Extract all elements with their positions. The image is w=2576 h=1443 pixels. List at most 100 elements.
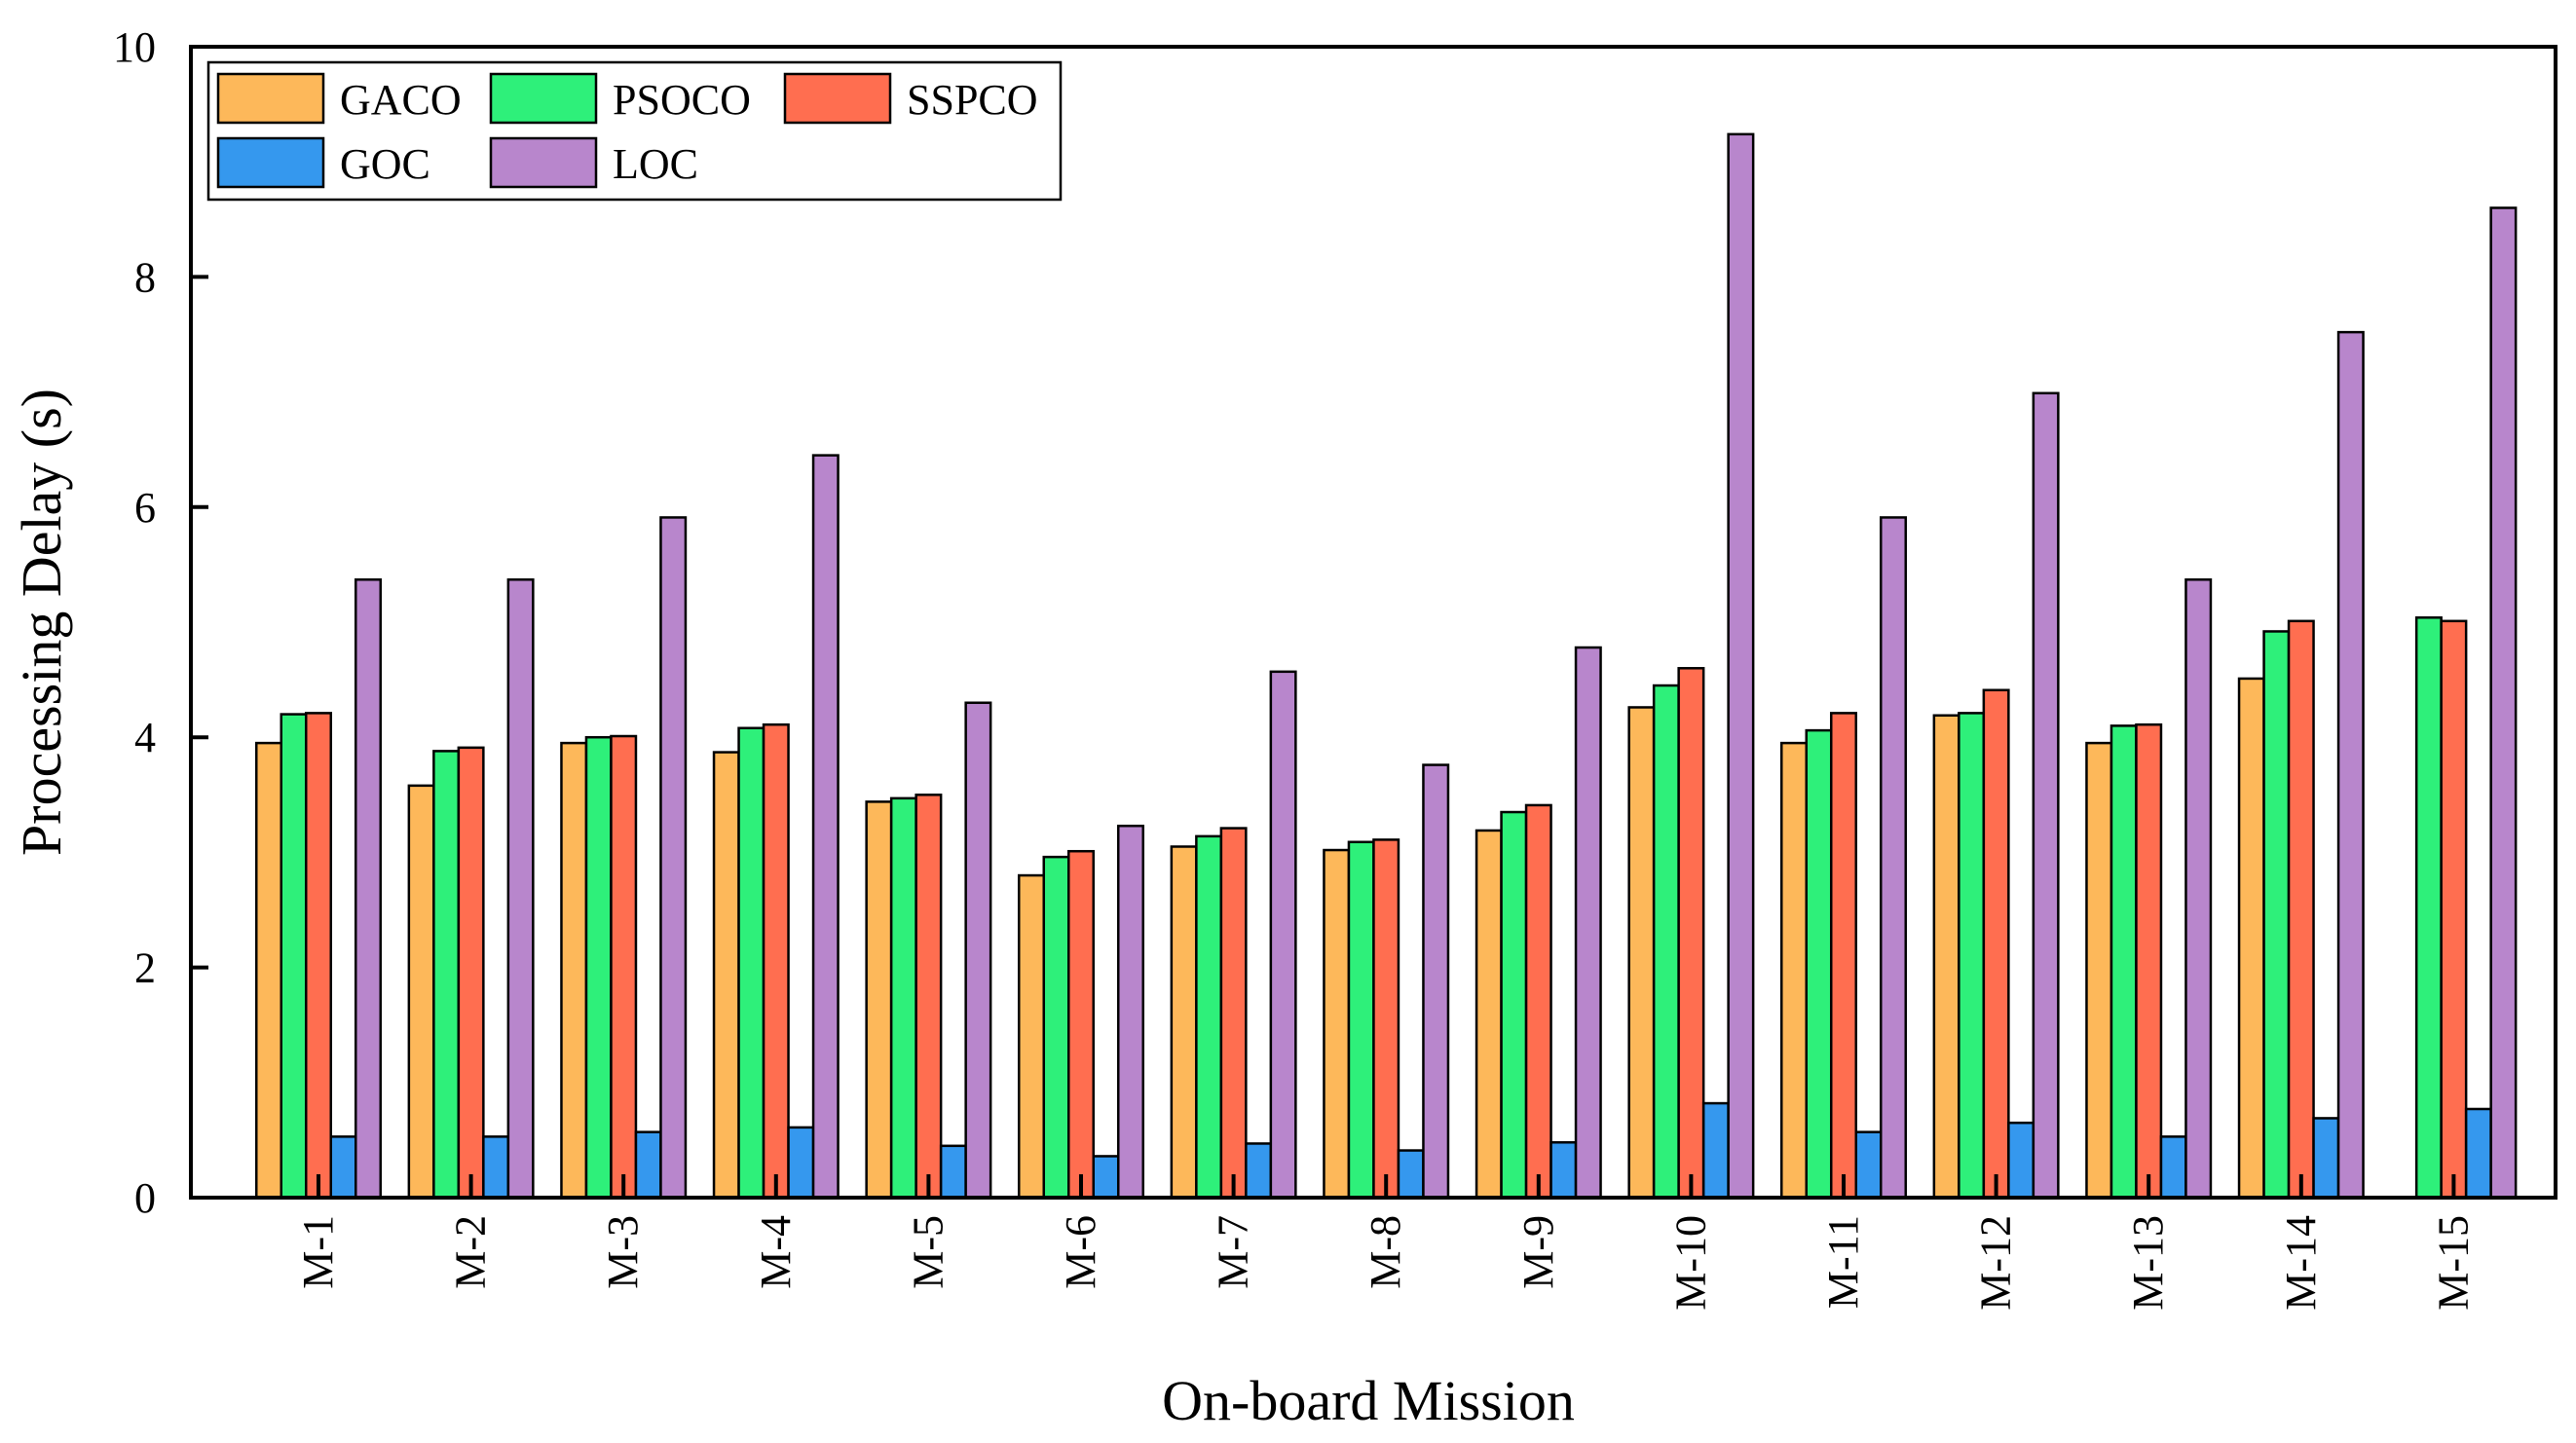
legend-swatch-loc (489, 136, 598, 189)
bar-psoco-m-2 (432, 750, 461, 1200)
bar-psoco-m-11 (1805, 728, 1833, 1200)
bar-sspco-m-8 (1372, 838, 1400, 1200)
bar-gaco-m-9 (1475, 829, 1503, 1200)
legend-swatch-psoco (489, 72, 598, 125)
bar-goc-m-8 (1397, 1149, 1425, 1200)
bar-gaco-m-2 (407, 784, 435, 1200)
y-tick-label-2: 2 (134, 944, 156, 992)
bar-loc-m-13 (2184, 578, 2213, 1200)
bar-gaco-m-10 (1627, 706, 1656, 1200)
x-tick-label-m-12: M-12 (1972, 1215, 2020, 1311)
y-tick-label-0: 0 (134, 1174, 156, 1222)
bar-sspco-m-1 (305, 712, 332, 1200)
bar-sspco-m-4 (762, 722, 790, 1200)
x-tick-label-m-7: M-7 (1210, 1215, 1257, 1289)
x-tick-label-m-1: M-1 (294, 1215, 342, 1289)
x-tick-label-m-15: M-15 (2429, 1215, 2477, 1311)
x-tick-label-m-13: M-13 (2124, 1215, 2172, 1311)
bar-goc-m-1 (329, 1135, 357, 1200)
bar-sspco-m-5 (915, 794, 943, 1200)
bar-sspco-m-14 (2287, 619, 2315, 1200)
bar-loc-m-4 (811, 454, 840, 1200)
bar-loc-m-14 (2336, 330, 2365, 1200)
bar-sspco-m-12 (1982, 688, 2010, 1200)
bar-loc-m-15 (2489, 206, 2518, 1200)
y-tick-label-10: 10 (113, 23, 156, 71)
bar-goc-m-3 (634, 1130, 662, 1200)
y-axis-title: Processing Delay (s) (10, 388, 73, 856)
bar-goc-m-12 (2007, 1121, 2035, 1200)
bar-psoco-m-13 (2109, 724, 2138, 1200)
bar-loc-m-2 (506, 578, 535, 1200)
bar-gaco-m-5 (865, 800, 893, 1200)
bar-sspco-m-11 (1830, 712, 1857, 1200)
bar-gaco-m-14 (2237, 677, 2265, 1200)
y-tick-label-4: 4 (134, 714, 156, 761)
legend-label-loc: LOC (613, 140, 698, 188)
bar-psoco-m-8 (1347, 840, 1375, 1200)
bar-gaco-m-8 (1323, 848, 1351, 1200)
x-tick-label-m-10: M-10 (1666, 1215, 1714, 1311)
plot-area-frame (189, 45, 2557, 1200)
legend-swatch-sspco (783, 72, 892, 125)
bar-loc-m-7 (1269, 670, 1297, 1200)
bar-gaco-m-3 (560, 741, 588, 1200)
legend: GACO PSOCO SSPCO GOC LOC (206, 60, 1063, 202)
x-tick-label-m-6: M-6 (1057, 1215, 1104, 1289)
x-tick-label-m-14: M-14 (2277, 1215, 2325, 1311)
legend-label-goc: GOC (340, 140, 430, 188)
bar-loc-m-1 (355, 578, 382, 1200)
bar-psoco-m-12 (1958, 712, 1986, 1200)
legend-swatch-gaco (216, 72, 325, 125)
bar-sspco-m-15 (2440, 619, 2468, 1200)
bar-goc-m-6 (1092, 1155, 1120, 1200)
bar-loc-m-8 (1422, 763, 1450, 1200)
bar-loc-m-6 (1117, 824, 1144, 1200)
bar-sspco-m-6 (1067, 849, 1095, 1200)
bar-gaco-m-12 (1932, 714, 1960, 1200)
x-axis-title: On-board Mission (1162, 1369, 1575, 1432)
bars-layer (255, 132, 2518, 1200)
x-tick-label-m-11: M-11 (1819, 1215, 1867, 1309)
bar-psoco-m-6 (1042, 855, 1070, 1200)
bar-loc-m-10 (1727, 132, 1755, 1200)
axis-ticks-layer (191, 45, 2456, 1200)
bar-sspco-m-7 (1219, 827, 1248, 1200)
bar-goc-m-15 (2464, 1107, 2492, 1200)
bar-psoco-m-10 (1652, 684, 1680, 1200)
legend-swatch-goc (216, 136, 325, 189)
x-tick-label-m-5: M-5 (904, 1215, 952, 1289)
bar-sspco-m-3 (610, 734, 638, 1200)
legend-frame (206, 60, 1063, 202)
legend-label-psoco: PSOCO (613, 76, 751, 124)
bar-sspco-m-13 (2135, 722, 2163, 1200)
bar-loc-m-5 (964, 701, 992, 1200)
bar-psoco-m-14 (2262, 630, 2291, 1200)
bar-gaco-m-6 (1018, 873, 1045, 1200)
bar-goc-m-4 (787, 1126, 815, 1200)
x-tick-label-m-4: M-4 (752, 1215, 800, 1289)
bar-gaco-m-4 (712, 751, 740, 1200)
bar-gaco-m-13 (2085, 741, 2113, 1200)
bar-sspco-m-9 (1524, 803, 1552, 1200)
bar-psoco-m-4 (737, 726, 765, 1200)
bar-loc-m-9 (1574, 646, 1602, 1200)
y-tick-label-8: 8 (134, 253, 156, 301)
bar-psoco-m-9 (1500, 810, 1528, 1200)
bar-psoco-m-3 (584, 735, 613, 1200)
bar-goc-m-13 (2159, 1135, 2187, 1200)
legend-label-gaco: GACO (340, 76, 462, 124)
bar-gaco-m-7 (1170, 845, 1198, 1200)
bar-psoco-m-7 (1195, 834, 1223, 1200)
x-tick-label-m-9: M-9 (1514, 1215, 1562, 1289)
bar-goc-m-11 (1854, 1130, 1883, 1200)
bar-sspco-m-2 (457, 746, 485, 1200)
bar-goc-m-7 (1245, 1142, 1273, 1200)
bar-psoco-m-5 (889, 796, 917, 1200)
bar-goc-m-5 (939, 1144, 967, 1200)
x-tick-label-m-8: M-8 (1362, 1215, 1409, 1289)
bar-loc-m-3 (659, 516, 688, 1200)
y-tick-labels: 0 2 4 6 8 10 (113, 23, 156, 1222)
bar-sspco-m-10 (1677, 667, 1705, 1200)
legend-label-sspco: SSPCO (907, 76, 1038, 124)
